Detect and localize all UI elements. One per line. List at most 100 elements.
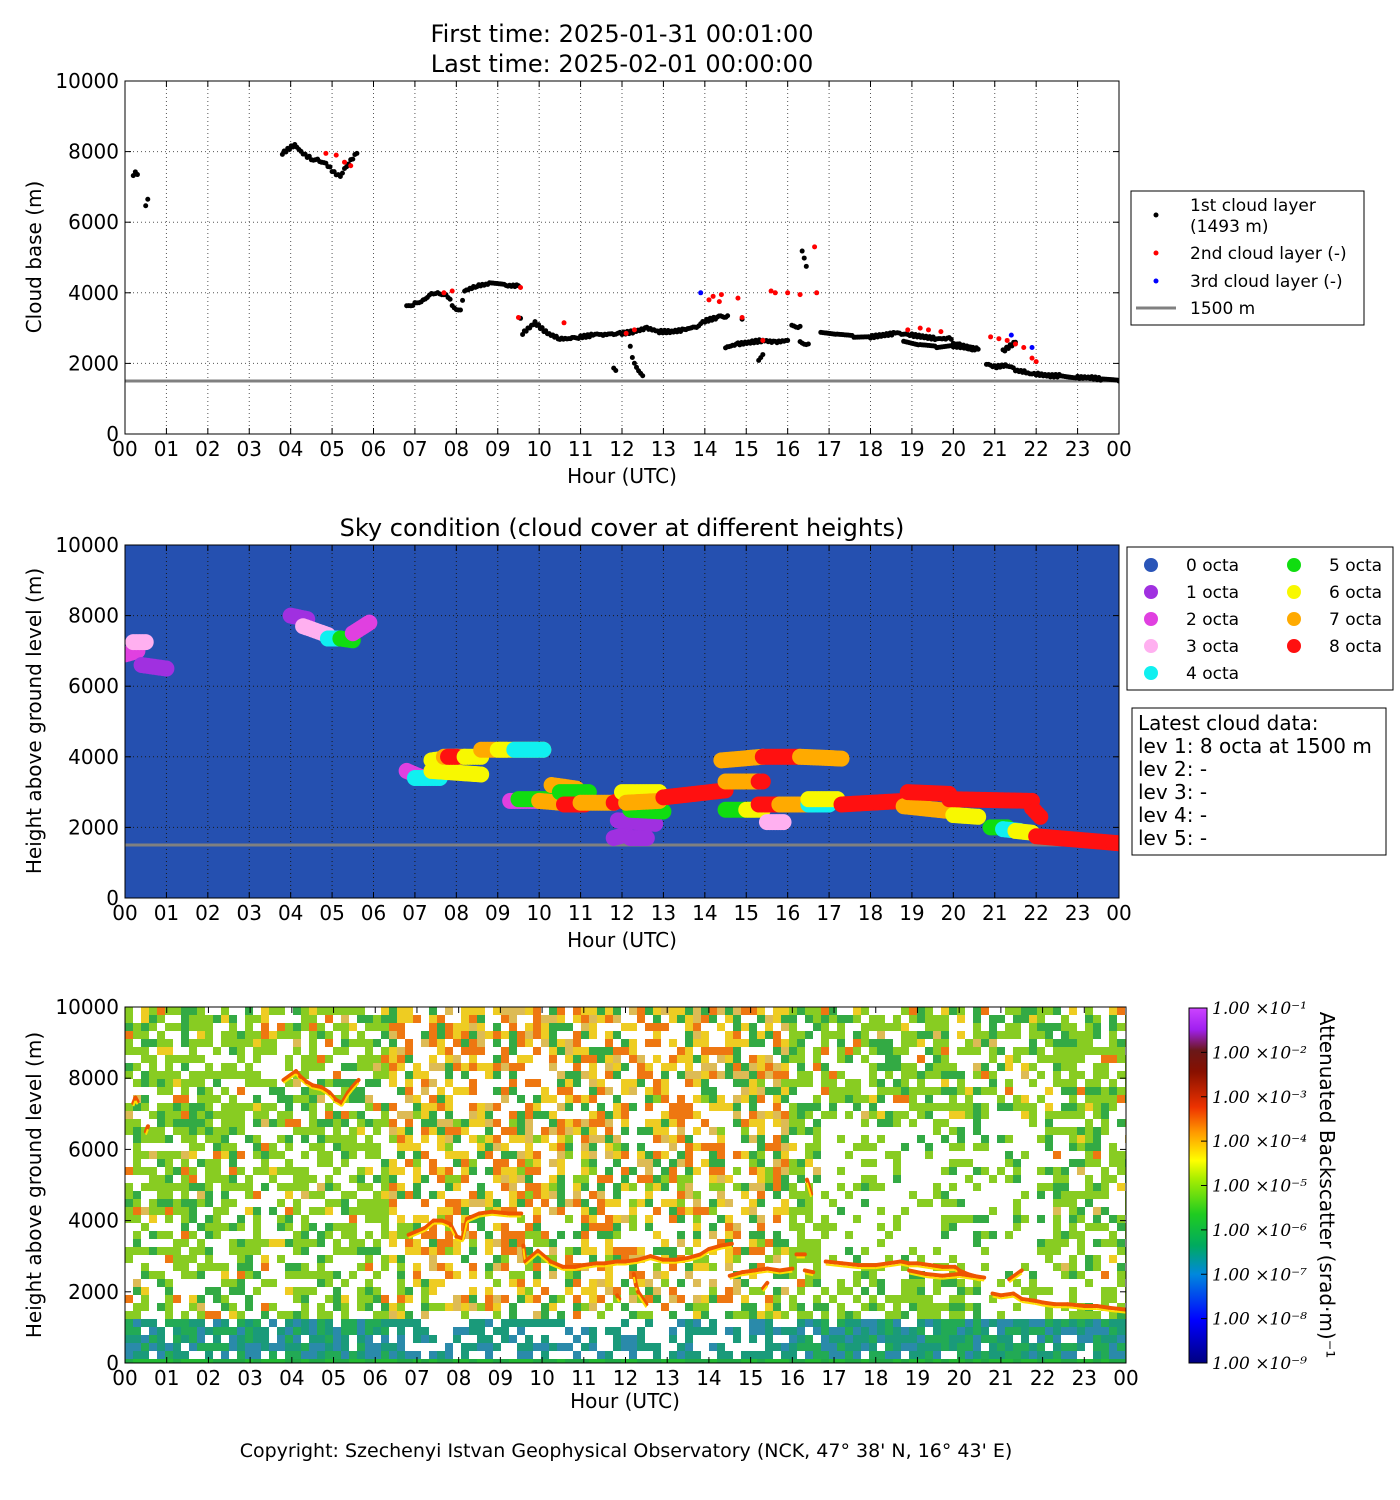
backscatter-cell bbox=[1117, 1271, 1125, 1279]
backscatter-cell bbox=[589, 1135, 597, 1143]
backscatter-cell bbox=[853, 1271, 861, 1279]
backscatter-cell bbox=[317, 1079, 325, 1087]
backscatter-cell bbox=[853, 1087, 861, 1095]
legend-marker-layer2 bbox=[1153, 250, 1159, 256]
backscatter-cell bbox=[405, 1047, 413, 1055]
ytick-label: 10000 bbox=[55, 533, 119, 557]
backscatter-cell bbox=[653, 1015, 661, 1023]
backscatter-cell bbox=[853, 1079, 861, 1087]
backscatter-cell bbox=[485, 1127, 493, 1135]
backscatter-cell bbox=[1013, 1199, 1021, 1207]
backscatter-cell bbox=[1085, 1047, 1093, 1055]
backscatter-cell bbox=[189, 1055, 197, 1063]
backscatter-cell bbox=[477, 1023, 485, 1031]
backscatter-cell bbox=[237, 1119, 245, 1127]
backscatter-cell bbox=[205, 1063, 213, 1071]
backscatter-cell bbox=[797, 1231, 805, 1239]
backscatter-cell bbox=[805, 1359, 813, 1363]
backscatter-cell bbox=[725, 1311, 733, 1319]
backscatter-cell bbox=[317, 1255, 325, 1263]
backscatter-cell bbox=[205, 1255, 213, 1263]
backscatter-cell bbox=[837, 1319, 845, 1327]
backscatter-cell bbox=[213, 1079, 221, 1087]
backscatter-cell bbox=[861, 1031, 869, 1039]
backscatter-cell bbox=[141, 1359, 149, 1363]
backscatter-cell bbox=[501, 1127, 509, 1135]
backscatter-cell bbox=[301, 1239, 309, 1247]
backscatter-cell bbox=[1045, 1103, 1053, 1111]
backscatter-cell bbox=[573, 1335, 581, 1343]
backscatter-cell bbox=[205, 1175, 213, 1183]
backscatter-cell bbox=[789, 1343, 797, 1351]
backscatter-cell bbox=[1005, 1023, 1013, 1031]
backscatter-cell bbox=[365, 1263, 373, 1271]
backscatter-cell bbox=[949, 1359, 957, 1363]
backscatter-cell bbox=[957, 1079, 965, 1087]
backscatter-cell bbox=[797, 1063, 805, 1071]
backscatter-cell bbox=[525, 1055, 533, 1063]
backscatter-cell bbox=[205, 1095, 213, 1103]
backscatter-cell bbox=[397, 1111, 405, 1119]
backscatter-cell bbox=[277, 1031, 285, 1039]
backscatter-cell bbox=[421, 1199, 429, 1207]
backscatter-cell bbox=[341, 1351, 349, 1359]
backscatter-cell bbox=[421, 1247, 429, 1255]
backscatter-cell bbox=[717, 1103, 725, 1111]
backscatter-cell bbox=[501, 1175, 509, 1183]
xtick-label: 13 bbox=[651, 437, 676, 461]
backscatter-cell bbox=[1109, 1327, 1117, 1335]
backscatter-cell bbox=[461, 1359, 469, 1363]
backscatter-cell bbox=[837, 1279, 845, 1287]
backscatter-cell bbox=[1077, 1031, 1085, 1039]
backscatter-cell bbox=[389, 1079, 397, 1087]
backscatter-cell bbox=[381, 1255, 389, 1263]
backscatter-cell bbox=[1013, 1343, 1021, 1351]
backscatter-cell bbox=[581, 1207, 589, 1215]
backscatter-cell bbox=[589, 1287, 597, 1295]
backscatter-cell bbox=[189, 1271, 197, 1279]
backscatter-cell bbox=[381, 1295, 389, 1303]
backscatter-cell bbox=[333, 1343, 341, 1351]
backscatter-cell bbox=[197, 1103, 205, 1111]
backscatter-cell bbox=[269, 1151, 277, 1159]
backscatter-cell bbox=[989, 1207, 997, 1215]
backscatter-cloud-trace bbox=[602, 1259, 620, 1266]
backscatter-cell bbox=[669, 1119, 677, 1127]
backscatter-cell bbox=[669, 1359, 677, 1363]
backscatter-cell bbox=[893, 1359, 901, 1363]
backscatter-cell bbox=[749, 1119, 757, 1127]
backscatter-cell bbox=[701, 1031, 709, 1039]
backscatter-cell bbox=[229, 1039, 237, 1047]
backscatter-cell bbox=[1053, 1263, 1061, 1271]
backscatter-cell bbox=[469, 1055, 477, 1063]
xtick-label: 22 bbox=[1023, 437, 1048, 461]
backscatter-cell bbox=[877, 1111, 885, 1119]
backscatter-cell bbox=[917, 1327, 925, 1335]
backscatter-cell bbox=[565, 1023, 573, 1031]
backscatter-cell bbox=[293, 1271, 301, 1279]
backscatter-cell bbox=[1117, 1119, 1125, 1127]
backscatter-cell bbox=[685, 1335, 693, 1343]
backscatter-cell bbox=[229, 1103, 237, 1111]
backscatter-cell bbox=[957, 1327, 965, 1335]
backscatter-cell bbox=[765, 1311, 773, 1319]
backscatter-cell bbox=[989, 1175, 997, 1183]
backscatter-cell bbox=[501, 1015, 509, 1023]
backscatter-cell bbox=[797, 1127, 805, 1135]
backscatter-cell bbox=[805, 1015, 813, 1023]
backscatter-cell bbox=[725, 1007, 733, 1015]
backscatter-cell bbox=[1069, 1215, 1077, 1223]
backscatter-cell bbox=[1085, 1095, 1093, 1103]
backscatter-cell bbox=[701, 1055, 709, 1063]
backscatter-cell bbox=[1061, 1047, 1069, 1055]
backscatter-cell bbox=[853, 1319, 861, 1327]
backscatter-cell bbox=[1021, 1015, 1029, 1023]
backscatter-cell bbox=[853, 1359, 861, 1363]
backscatter-cell bbox=[1085, 1103, 1093, 1111]
backscatter-cell bbox=[429, 1335, 437, 1343]
backscatter-cell bbox=[269, 1103, 277, 1111]
xtick-label: 05 bbox=[319, 901, 344, 925]
backscatter-cloud-trace bbox=[687, 1256, 701, 1262]
backscatter-cell bbox=[445, 1303, 453, 1311]
backscatter-cell bbox=[421, 1103, 429, 1111]
